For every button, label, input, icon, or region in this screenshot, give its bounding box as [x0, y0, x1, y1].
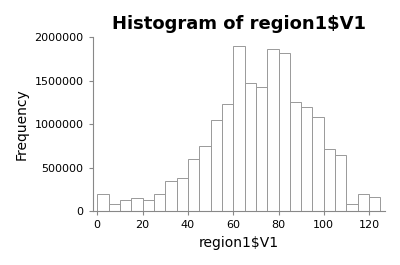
Bar: [165, 181, 176, 211]
Bar: [358, 194, 369, 211]
Bar: [233, 46, 244, 211]
Y-axis label: Frequency: Frequency: [15, 89, 29, 160]
Bar: [131, 198, 142, 211]
Bar: [222, 104, 233, 211]
Bar: [256, 87, 267, 211]
Bar: [188, 159, 199, 211]
Bar: [210, 120, 222, 211]
Bar: [278, 53, 290, 211]
X-axis label: region1$V1: region1$V1: [199, 236, 279, 250]
Bar: [335, 155, 346, 211]
Bar: [267, 49, 278, 211]
Bar: [199, 146, 210, 211]
Bar: [244, 83, 256, 211]
Bar: [142, 200, 154, 211]
Bar: [120, 200, 131, 211]
Bar: [154, 194, 165, 211]
Bar: [97, 194, 108, 211]
Bar: [324, 149, 335, 211]
Bar: [176, 178, 188, 211]
Bar: [369, 197, 380, 211]
Title: Histogram of region1$V1: Histogram of region1$V1: [112, 15, 366, 33]
Bar: [346, 205, 358, 211]
Bar: [290, 102, 301, 211]
Bar: [108, 205, 120, 211]
Bar: [301, 107, 312, 211]
Bar: [312, 117, 324, 211]
